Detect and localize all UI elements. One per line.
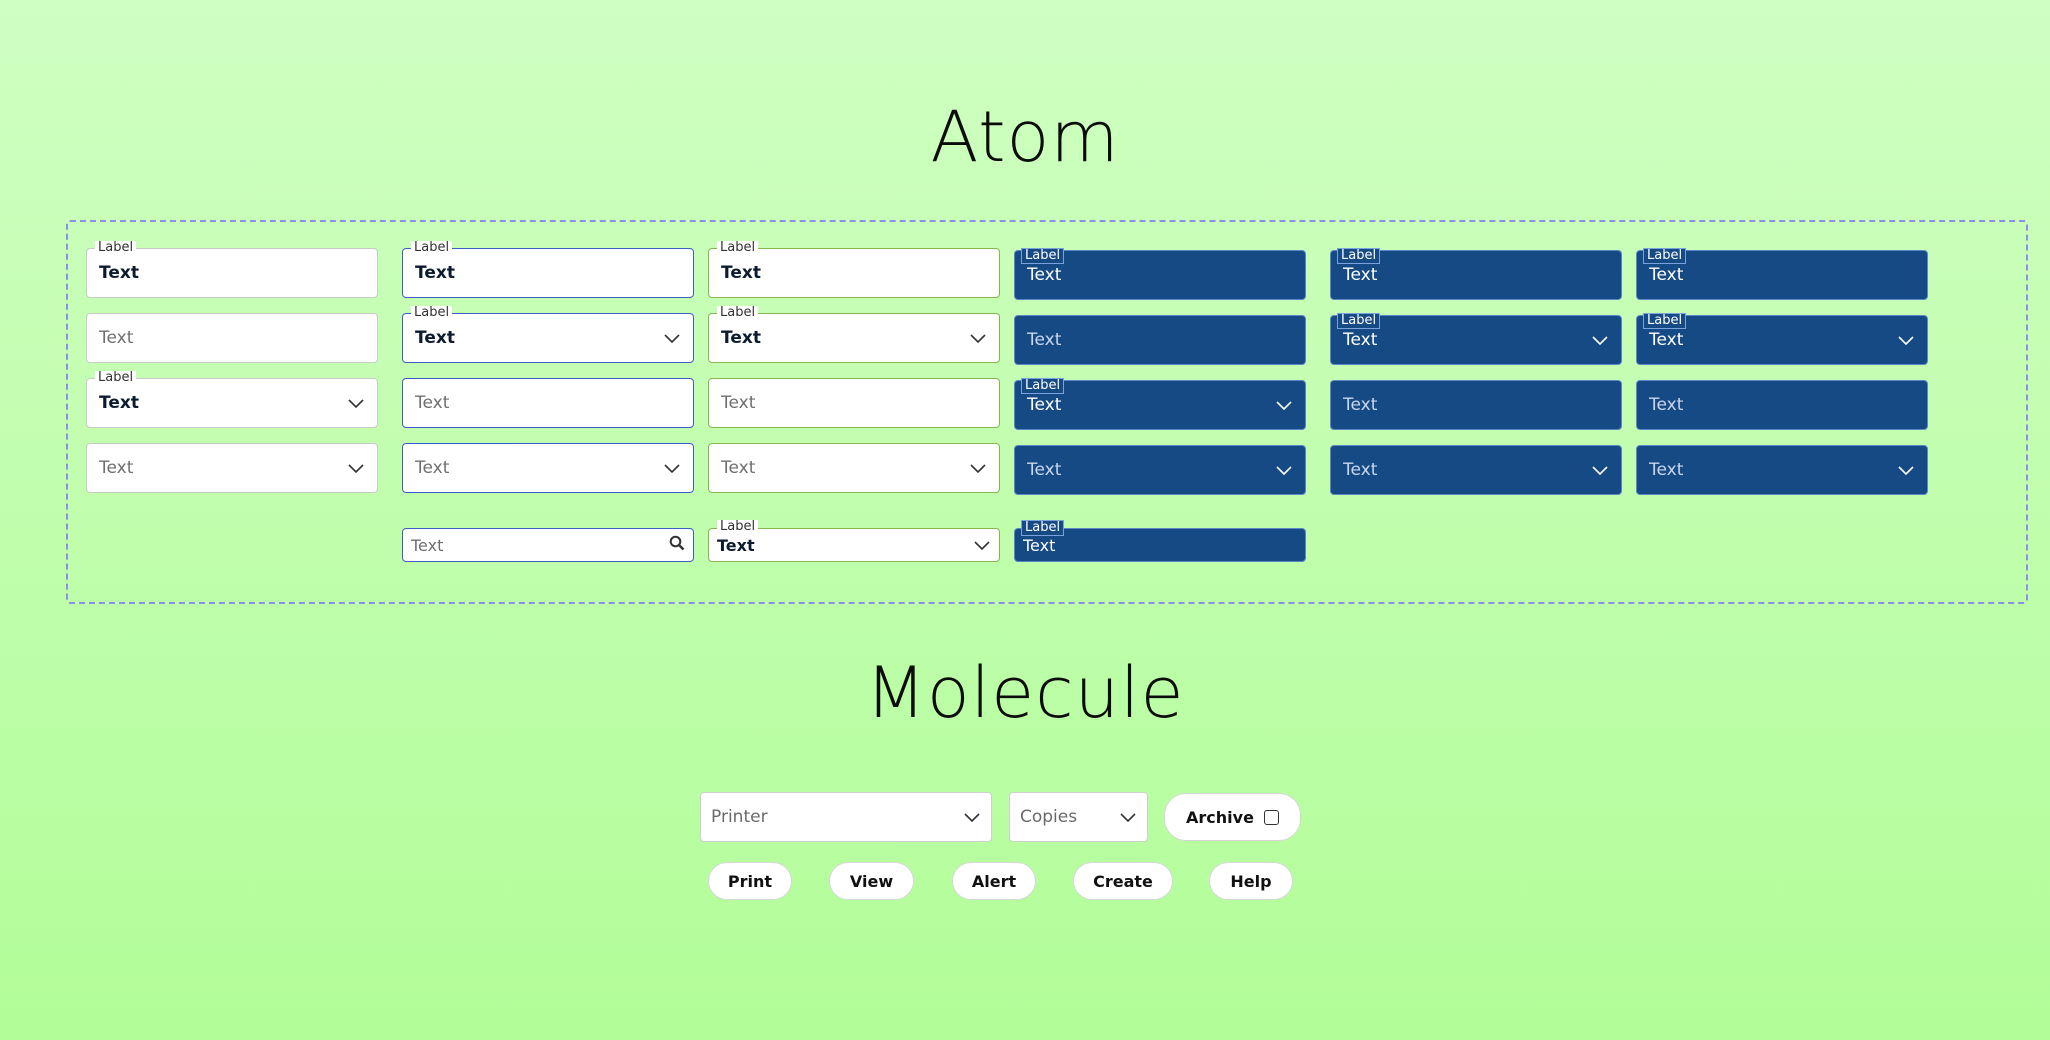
chevron-down-icon <box>347 462 365 474</box>
field-placeholder: Text <box>415 458 450 478</box>
field-label: Label <box>717 520 759 534</box>
field-value: Text <box>1343 330 1378 350</box>
select-field[interactable]: Text <box>1636 445 1928 495</box>
field-placeholder: Text <box>99 328 134 348</box>
printer-select[interactable]: Printer <box>700 792 992 842</box>
text-field[interactable]: Label Text <box>1330 248 1622 300</box>
field-value: Text <box>415 328 455 348</box>
printer-select-value: Printer <box>711 807 768 827</box>
field-label: Label <box>1643 248 1687 264</box>
text-field[interactable]: Label Text <box>1014 520 1306 562</box>
field-placeholder: Text <box>415 393 450 413</box>
text-field[interactable]: Label Text <box>1014 248 1306 300</box>
atom-title: Atom <box>930 96 1120 178</box>
field-value: Text <box>1343 265 1378 285</box>
field-value: Text <box>1027 395 1062 415</box>
field-label: Label <box>1021 520 1065 536</box>
text-field[interactable]: Text <box>708 378 1000 428</box>
field-placeholder: Text <box>1027 330 1062 350</box>
help-button[interactable]: Help <box>1209 862 1293 900</box>
field-value: Text <box>721 328 761 348</box>
field-label: Label <box>1337 313 1381 329</box>
select-field[interactable]: Label Text <box>708 306 1000 363</box>
field-value: Text <box>1027 265 1062 285</box>
chevron-down-icon <box>1897 334 1915 346</box>
field-placeholder: Text <box>1343 395 1378 415</box>
select-field[interactable]: Text <box>86 443 378 493</box>
field-label: Label <box>1021 378 1065 394</box>
atom-group <box>66 220 2028 604</box>
field-placeholder: Text <box>1649 460 1684 480</box>
text-field[interactable]: Text <box>1014 315 1306 365</box>
select-field[interactable]: Label Text <box>1330 313 1622 365</box>
field-placeholder: Text <box>411 535 444 555</box>
text-field[interactable]: Text <box>1330 380 1622 430</box>
select-field[interactable]: Label Text <box>708 520 1000 562</box>
chevron-down-icon <box>347 397 365 409</box>
chevron-down-icon <box>1591 464 1609 476</box>
field-label: Label <box>717 241 759 255</box>
chevron-down-icon <box>663 332 681 344</box>
text-field[interactable]: Label Text <box>708 241 1000 298</box>
field-label: Label <box>95 371 137 385</box>
archive-label: Archive <box>1186 807 1254 827</box>
select-field[interactable]: Label Text <box>1636 313 1928 365</box>
field-value: Text <box>1649 265 1684 285</box>
field-placeholder: Text <box>1027 460 1062 480</box>
chevron-down-icon <box>1275 399 1293 411</box>
text-field[interactable]: Text <box>402 378 694 428</box>
chevron-down-icon <box>1591 334 1609 346</box>
alert-button[interactable]: Alert <box>952 862 1036 900</box>
field-value: Text <box>1649 330 1684 350</box>
select-field[interactable]: Text <box>1014 445 1306 495</box>
copies-select-value: Copies <box>1020 807 1078 827</box>
search-field[interactable]: Text <box>402 528 694 562</box>
chevron-down-icon <box>1275 464 1293 476</box>
field-value: Text <box>1023 535 1056 555</box>
text-field[interactable]: Text <box>86 313 378 363</box>
chevron-down-icon <box>1119 811 1137 823</box>
print-button[interactable]: Print <box>708 862 792 900</box>
select-field[interactable]: Label Text <box>1014 378 1306 430</box>
view-button[interactable]: View <box>829 862 914 900</box>
checkbox-icon[interactable] <box>1263 809 1279 825</box>
chevron-down-icon <box>969 332 987 344</box>
text-field[interactable]: Text <box>1636 380 1928 430</box>
field-placeholder: Text <box>99 458 134 478</box>
chevron-down-icon <box>663 462 681 474</box>
field-label: Label <box>95 241 137 255</box>
search-icon[interactable] <box>669 535 685 555</box>
molecule-title: Molecule <box>865 652 1185 734</box>
field-value: Text <box>721 263 761 283</box>
field-label: Label <box>717 306 759 320</box>
archive-toggle[interactable]: Archive <box>1164 793 1301 841</box>
field-label: Label <box>1021 248 1065 264</box>
field-value: Text <box>717 535 755 555</box>
field-placeholder: Text <box>1343 460 1378 480</box>
field-label: Label <box>411 306 453 320</box>
select-field[interactable]: Label Text <box>86 371 378 428</box>
field-value: Text <box>415 263 455 283</box>
field-label: Label <box>1643 313 1687 329</box>
field-placeholder: Text <box>721 393 756 413</box>
field-placeholder: Text <box>1649 395 1684 415</box>
text-field[interactable]: Label Text <box>86 241 378 298</box>
select-field[interactable]: Label Text <box>402 306 694 363</box>
text-field[interactable]: Label Text <box>402 241 694 298</box>
create-button[interactable]: Create <box>1073 862 1173 900</box>
copies-select[interactable]: Copies <box>1009 792 1148 842</box>
field-value: Text <box>99 263 139 283</box>
field-label: Label <box>1337 248 1381 264</box>
text-field[interactable]: Label Text <box>1636 248 1928 300</box>
chevron-down-icon <box>1897 464 1915 476</box>
field-value: Text <box>99 393 139 413</box>
select-field[interactable]: Text <box>1330 445 1622 495</box>
field-placeholder: Text <box>721 458 756 478</box>
select-field[interactable]: Text <box>402 443 694 493</box>
field-label: Label <box>411 241 453 255</box>
select-field[interactable]: Text <box>708 443 1000 493</box>
chevron-down-icon <box>973 539 991 551</box>
chevron-down-icon <box>963 811 981 823</box>
chevron-down-icon <box>969 462 987 474</box>
